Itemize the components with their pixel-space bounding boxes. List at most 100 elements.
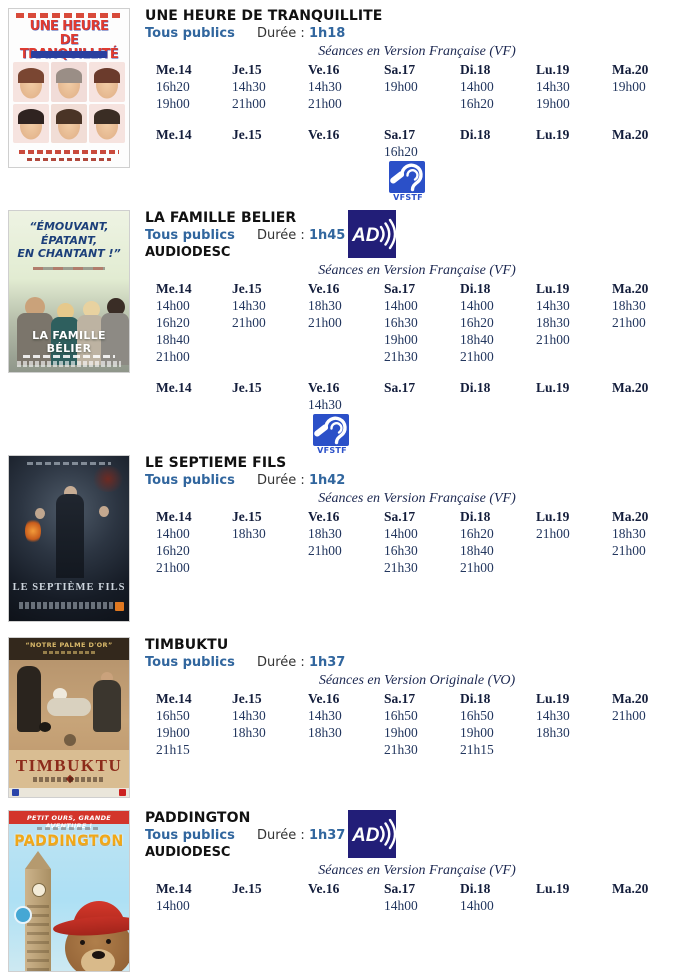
showtime: 21h00 [232, 315, 266, 330]
showtime: 18h30 [232, 526, 266, 541]
poster-flame-shape [25, 518, 41, 544]
day-header: Me.14 [156, 127, 192, 142]
showtime-empty [531, 143, 607, 202]
showtime: 14h00 [156, 526, 190, 541]
audiodesc-label: AUDIODESC [145, 245, 231, 260]
showtime: 14h30 [308, 79, 342, 94]
movie-content: UNE HEURE DE TRANQUILLITE Tous publics D… [145, 8, 700, 202]
showtime-rows: 14h00 14h30 18h30 14h00 14h00 14h30 18h30 16h20… [151, 297, 695, 365]
day-header-row: Me.14 Je.15 Ve.16 Sa.17 Di.18 Lu.19 Ma.20 [151, 61, 695, 78]
showtime-empty [607, 143, 683, 202]
bear-nose-shape [92, 951, 105, 959]
movie-title[interactable]: LA FAMILLE BELIER [145, 210, 297, 226]
showtime: 14h30 [232, 708, 266, 723]
movie-content: LE SEPTIEME FILS Tous publics Durée : 1h… [145, 455, 700, 576]
bear-muzzle-shape [81, 949, 115, 971]
movie-content: LA FAMILLE BELIER Tous publics Durée : 1… [145, 210, 700, 455]
big-ben-spire-shape [25, 851, 51, 869]
movie-content: PADDINGTON Tous publics Durée : 1h37 AUD… [145, 810, 700, 914]
duration-label: Durée : [256, 473, 305, 488]
showtime-empty [227, 741, 303, 758]
movie-title[interactable]: TIMBUKTU [145, 637, 229, 653]
showtime-row: 16h50 14h30 14h30 16h50 16h50 14h30 21h00 [151, 707, 695, 724]
bear-eye-shape [106, 939, 111, 944]
movie-poster[interactable]: UNE HEURE DE TRANQUILLITÉ [8, 8, 130, 168]
poster-title: PADDINGTON [14, 833, 124, 849]
showtime: 21h00 [536, 526, 570, 541]
poster-bottom-strip [9, 788, 129, 797]
duration-value: 1h37 [308, 655, 346, 670]
day-header: Sa.17 [384, 62, 416, 77]
showtime-row: 21h00 21h30 21h00 [151, 348, 695, 365]
day-header-row: Me.14 Je.15 Ve.16 Sa.17 Di.18 Lu.19 Ma.20 [151, 508, 695, 525]
movie-poster[interactable]: “ÉMOUVANT, ÉPATANT, EN CHANTANT !” LA FA… [8, 210, 130, 373]
day-header: Je.15 [232, 281, 262, 296]
showtime-empty [531, 897, 607, 914]
movie-listing: “ÉMOUVANT, ÉPATANT, EN CHANTANT !” LA FA… [0, 210, 700, 455]
poster-credits-bar [19, 602, 119, 609]
showtime: 19h00 [460, 725, 494, 740]
showtime: 18h30 [612, 526, 646, 541]
movie-poster[interactable]: LE SEPTIÈME FILS [8, 455, 130, 622]
showtime: 21h00 [308, 543, 342, 558]
showtime-row: 16h20 21h00 21h00 16h30 16h20 18h30 21h00 [151, 314, 695, 331]
showtime: 19h00 [156, 725, 190, 740]
poster-figure [17, 666, 41, 732]
showtime: 16h20 [156, 315, 190, 330]
showtime-rows: 14h00 14h00 14h00 [151, 897, 695, 914]
movie-content: TIMBUKTU Tous publics Durée : 1h37 Séanc… [145, 637, 700, 758]
showtime-empty [227, 396, 303, 455]
showtime: 18h40 [460, 332, 494, 347]
movie-listing: “NOTRE PALME D'OR” TIMBUKTU TIMBUK [0, 637, 700, 810]
poster-credits-bar [27, 158, 111, 161]
day-header: Ma.20 [612, 691, 649, 706]
showtime: 21h00 [460, 349, 494, 364]
poster-quote: “NOTRE PALME D'OR” [25, 641, 113, 649]
vfstf-table: Me.14 Je.15 Ve.16 Sa.17 Di.18 Lu.19 Ma.20 14h3… [151, 379, 695, 455]
day-header: Ma.20 [612, 62, 649, 77]
version-note: Séances en Version Française (VF) [318, 491, 516, 506]
showtime-empty [151, 143, 227, 202]
day-header: Lu.19 [536, 62, 570, 77]
day-header: Je.15 [232, 380, 262, 395]
movie-title[interactable]: LE SEPTIEME FILS [145, 455, 287, 471]
movie-title[interactable]: UNE HEURE DE TRANQUILLITE [145, 8, 383, 24]
movie-title[interactable]: PADDINGTON [145, 810, 251, 826]
showtime: 18h40 [156, 332, 190, 347]
showtime: 18h30 [308, 725, 342, 740]
vfstf-label: VFSTF [393, 193, 423, 202]
poster-column: “NOTRE PALME D'OR” TIMBUKTU [0, 637, 145, 798]
day-header: Je.15 [232, 62, 262, 77]
poster-laurel-mark [64, 734, 76, 746]
showtime-empty [531, 741, 607, 758]
showtime-empty [607, 741, 683, 758]
day-header: Di.18 [460, 691, 491, 706]
duration-label: Durée : [256, 828, 305, 843]
audio-description-icon: AD [348, 210, 397, 258]
vfstf-icon-block: VFSTF [313, 414, 351, 455]
showtime: 18h30 [536, 725, 570, 740]
duration-value: 1h45 [308, 228, 346, 243]
showtime-row: 18h40 19h00 18h40 21h00 [151, 331, 695, 348]
showtime: 16h20 [156, 543, 190, 558]
showtime: 21h00 [308, 96, 342, 111]
showtime: 21h00 [612, 315, 646, 330]
duration-value: 1h37 [308, 828, 346, 843]
day-header: Je.15 [232, 881, 262, 896]
rating-label: Tous publics [145, 26, 235, 41]
showtime: 21h00 [536, 332, 570, 347]
showtime-empty [227, 331, 303, 348]
showtime: 14h00 [156, 298, 190, 313]
day-header: Sa.17 [384, 881, 416, 896]
movie-poster[interactable]: PETIT OURS, GRANDE AVENTURE ! PADDINGTON [8, 810, 130, 972]
poster-figure-head [25, 297, 45, 317]
showtime: 16h20 [384, 144, 418, 159]
showtime-rows: 14h00 18h30 18h30 14h00 16h20 21h00 18h30 16h20… [151, 525, 695, 576]
showtime-empty [531, 559, 607, 576]
movie-meta: Tous publics Durée : 1h42 [145, 472, 695, 489]
showtime: 14h30 [232, 79, 266, 94]
movie-poster[interactable]: “NOTRE PALME D'OR” TIMBUKTU [8, 637, 130, 798]
day-header: Sa.17 [384, 691, 416, 706]
day-header: Ma.20 [612, 127, 649, 142]
